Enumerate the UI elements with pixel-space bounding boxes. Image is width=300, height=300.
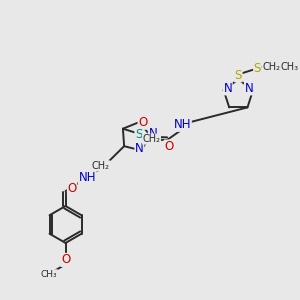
Text: O: O (164, 140, 173, 153)
Text: CH₂: CH₂ (92, 161, 110, 171)
Text: O: O (138, 116, 147, 129)
Text: S: S (135, 128, 142, 141)
Text: CH₃: CH₃ (41, 270, 58, 279)
Text: S: S (235, 69, 242, 82)
Text: N: N (244, 82, 253, 95)
Text: CH₂: CH₂ (142, 134, 160, 144)
Text: N: N (135, 142, 144, 154)
Text: N: N (224, 82, 232, 95)
Text: S: S (254, 61, 261, 75)
Text: NH: NH (174, 118, 191, 131)
Text: CH₂: CH₂ (262, 61, 280, 72)
Text: N: N (148, 127, 157, 140)
Text: NH: NH (79, 171, 96, 184)
Text: CH₃: CH₃ (281, 62, 299, 73)
Text: O: O (61, 254, 70, 266)
Text: O: O (68, 182, 77, 195)
